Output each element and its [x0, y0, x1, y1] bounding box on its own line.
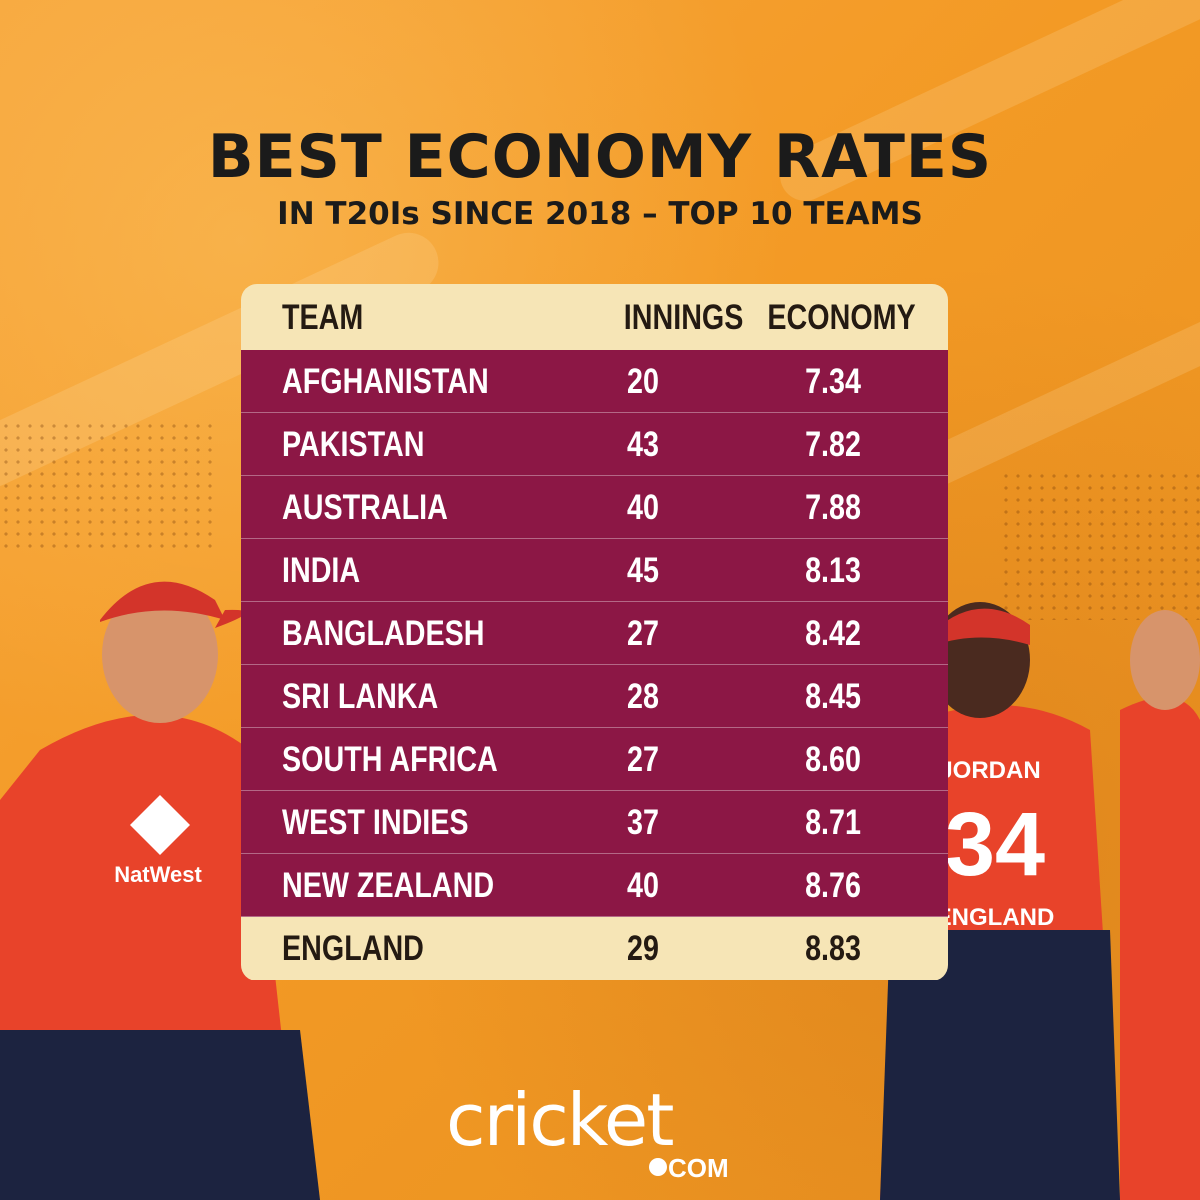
- logo-text: cricket: [446, 1078, 674, 1162]
- innings-cell: 27: [627, 740, 659, 779]
- logo-suffix: COM: [668, 1153, 729, 1183]
- innings-cell: 37: [627, 803, 659, 842]
- innings-cell: 43: [627, 425, 659, 464]
- player-left-shirt-sponsor: NatWest: [114, 862, 202, 887]
- team-cell: SOUTH AFRICA: [282, 740, 498, 779]
- page-title: BEST ECONOMY RATES: [207, 122, 993, 192]
- economy-cell: 7.82: [805, 425, 861, 464]
- economy-cell: 8.42: [805, 614, 861, 653]
- table-row: BANGLADESH 27 8.42: [241, 602, 948, 665]
- background-dot-pattern: [0, 420, 220, 550]
- team-cell: BANGLADESH: [282, 614, 485, 653]
- team-cell: NEW ZEALAND: [282, 866, 495, 905]
- economy-rates-table: TEAM INNINGS ECONOMY AFGHANISTAN 20 7.34 PA…: [241, 284, 948, 981]
- table-row: AFGHANISTAN 20 7.34: [241, 350, 948, 413]
- innings-cell: 40: [627, 488, 659, 527]
- player-right-shirt-team: ENGLAND: [936, 904, 1055, 931]
- innings-cell: 28: [627, 677, 659, 716]
- header-innings: INNINGS: [623, 298, 744, 337]
- innings-cell: 40: [627, 866, 659, 905]
- table-row: SOUTH AFRICA 27 8.60: [241, 728, 948, 791]
- header-economy: ECONOMY: [767, 298, 916, 337]
- header-team: TEAM: [282, 298, 364, 337]
- team-cell: ENGLAND: [282, 929, 424, 968]
- team-cell: INDIA: [282, 551, 361, 590]
- table-header-row: TEAM INNINGS ECONOMY: [241, 284, 948, 350]
- table-row: WEST INDIES 37 8.71: [241, 791, 948, 854]
- team-cell: AUSTRALIA: [282, 488, 448, 527]
- cricket-com-logo: cricket COM: [446, 1078, 756, 1183]
- innings-cell: 20: [627, 362, 659, 401]
- team-cell: AFGHANISTAN: [282, 362, 489, 401]
- table-row: PAKISTAN 43 7.82: [241, 413, 948, 476]
- player-right-shirt-name: JORDAN: [939, 757, 1040, 784]
- economy-cell: 8.71: [805, 803, 861, 842]
- innings-cell: 27: [627, 614, 659, 653]
- team-cell: SRI LANKA: [282, 677, 439, 716]
- player-left-image: NatWest: [0, 581, 320, 1200]
- table-row: INDIA 45 8.13: [241, 539, 948, 602]
- table-row: ENGLAND 29 8.83: [241, 917, 948, 980]
- page-subtitle: IN T20Is SINCE 2018 – TOP 10 TEAMS: [277, 196, 923, 232]
- team-cell: PAKISTAN: [282, 425, 425, 464]
- economy-cell: 7.88: [805, 488, 861, 527]
- economy-cell: 8.45: [805, 677, 861, 716]
- table-row: NEW ZEALAND 40 8.76: [241, 854, 948, 917]
- economy-cell: 8.76: [805, 866, 861, 905]
- background-dot-pattern: [1000, 470, 1200, 620]
- economy-cell: 8.60: [805, 740, 861, 779]
- logo-dot: [649, 1158, 667, 1176]
- table-row: SRI LANKA 28 8.45: [241, 665, 948, 728]
- table-row: AUSTRALIA 40 7.88: [241, 476, 948, 539]
- innings-cell: 29: [627, 929, 659, 968]
- economy-cell: 7.34: [805, 362, 861, 401]
- player-right-image: JORDAN 34 ENGLAND: [880, 602, 1200, 1200]
- innings-cell: 45: [627, 551, 659, 590]
- player-right-shirt-number: 34: [945, 795, 1045, 895]
- economy-cell: 8.13: [805, 551, 861, 590]
- economy-cell: 8.83: [805, 929, 861, 968]
- team-cell: WEST INDIES: [282, 803, 469, 842]
